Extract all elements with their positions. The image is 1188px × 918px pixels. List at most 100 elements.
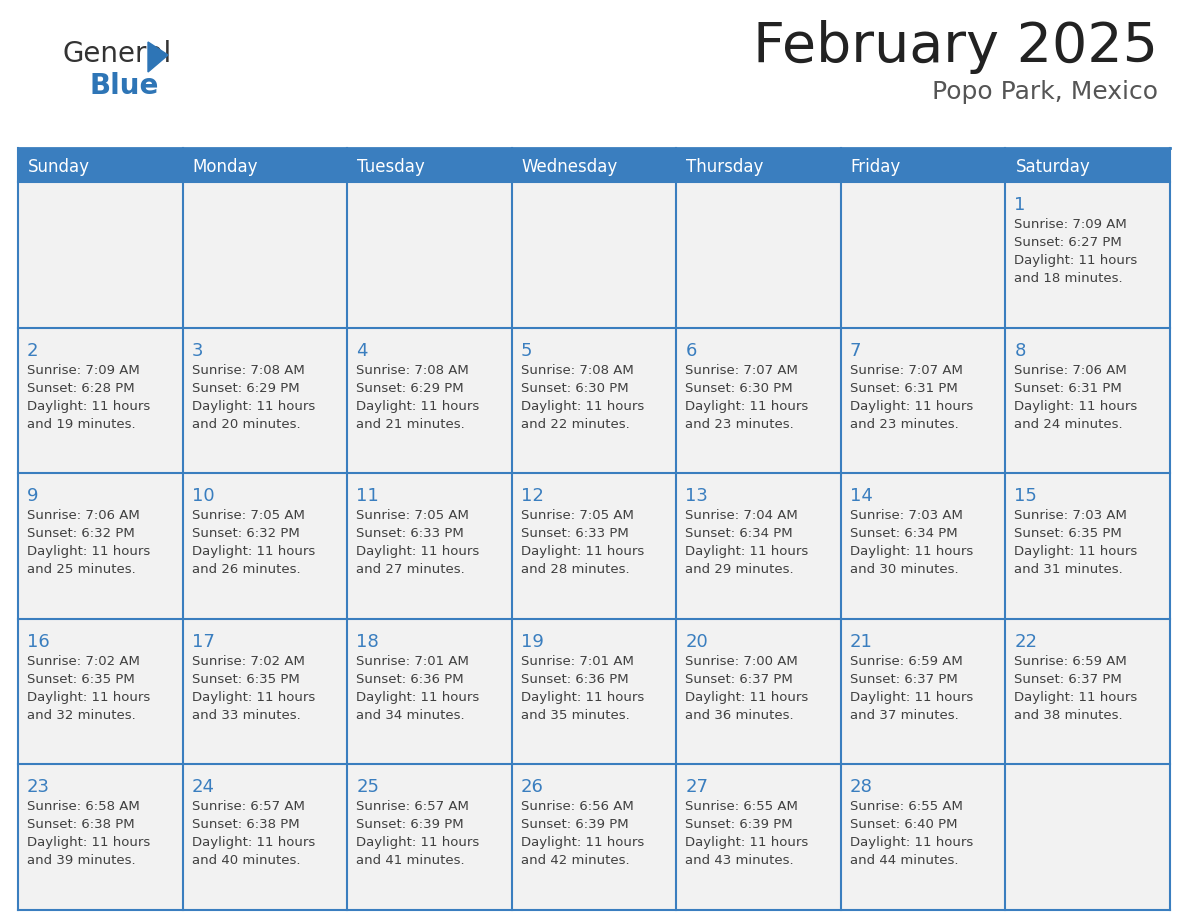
Text: and 18 minutes.: and 18 minutes. bbox=[1015, 272, 1123, 285]
Text: 21: 21 bbox=[849, 633, 873, 651]
Text: Sunset: 6:40 PM: Sunset: 6:40 PM bbox=[849, 819, 958, 832]
Text: Sunset: 6:29 PM: Sunset: 6:29 PM bbox=[356, 382, 463, 395]
Text: Sunset: 6:29 PM: Sunset: 6:29 PM bbox=[191, 382, 299, 395]
Text: Sunrise: 7:07 AM: Sunrise: 7:07 AM bbox=[849, 364, 962, 376]
Text: 23: 23 bbox=[27, 778, 50, 797]
Bar bbox=[841, 473, 1005, 619]
Text: Sunset: 6:33 PM: Sunset: 6:33 PM bbox=[520, 527, 628, 540]
Text: Sunrise: 7:06 AM: Sunrise: 7:06 AM bbox=[1015, 364, 1127, 376]
Text: 2: 2 bbox=[27, 341, 38, 360]
Text: Sunrise: 6:56 AM: Sunrise: 6:56 AM bbox=[520, 800, 633, 813]
Text: Sunrise: 7:01 AM: Sunrise: 7:01 AM bbox=[520, 655, 633, 667]
Text: and 19 minutes.: and 19 minutes. bbox=[27, 418, 135, 431]
Text: Sunrise: 6:59 AM: Sunrise: 6:59 AM bbox=[1015, 655, 1127, 667]
Bar bbox=[18, 473, 183, 619]
Text: February 2025: February 2025 bbox=[753, 20, 1158, 74]
Bar bbox=[512, 765, 676, 910]
Text: Sunset: 6:39 PM: Sunset: 6:39 PM bbox=[356, 819, 463, 832]
Text: Blue: Blue bbox=[90, 72, 159, 100]
Bar bbox=[183, 619, 347, 765]
Bar bbox=[347, 619, 512, 765]
Bar bbox=[841, 182, 1005, 328]
Text: Sunset: 6:38 PM: Sunset: 6:38 PM bbox=[191, 819, 299, 832]
Text: and 42 minutes.: and 42 minutes. bbox=[520, 855, 630, 868]
Text: and 33 minutes.: and 33 minutes. bbox=[191, 709, 301, 722]
Text: Sunrise: 7:02 AM: Sunrise: 7:02 AM bbox=[27, 655, 140, 667]
Bar bbox=[1005, 619, 1170, 765]
Text: Sunday: Sunday bbox=[29, 158, 90, 176]
Text: and 30 minutes.: and 30 minutes. bbox=[849, 564, 959, 577]
Text: Sunset: 6:35 PM: Sunset: 6:35 PM bbox=[1015, 527, 1123, 540]
Text: and 35 minutes.: and 35 minutes. bbox=[520, 709, 630, 722]
Bar bbox=[18, 182, 183, 328]
Text: 13: 13 bbox=[685, 487, 708, 505]
Text: and 25 minutes.: and 25 minutes. bbox=[27, 564, 135, 577]
Text: and 27 minutes.: and 27 minutes. bbox=[356, 564, 465, 577]
Text: and 24 minutes.: and 24 minutes. bbox=[1015, 418, 1123, 431]
Text: Daylight: 11 hours: Daylight: 11 hours bbox=[27, 836, 150, 849]
Text: Sunset: 6:38 PM: Sunset: 6:38 PM bbox=[27, 819, 134, 832]
Text: 25: 25 bbox=[356, 778, 379, 797]
Text: 15: 15 bbox=[1015, 487, 1037, 505]
Text: Sunrise: 6:55 AM: Sunrise: 6:55 AM bbox=[685, 800, 798, 813]
Bar bbox=[183, 765, 347, 910]
Text: and 23 minutes.: and 23 minutes. bbox=[849, 418, 959, 431]
Text: 3: 3 bbox=[191, 341, 203, 360]
Text: and 28 minutes.: and 28 minutes. bbox=[520, 564, 630, 577]
Text: Daylight: 11 hours: Daylight: 11 hours bbox=[356, 691, 480, 704]
Text: Sunrise: 6:57 AM: Sunrise: 6:57 AM bbox=[191, 800, 304, 813]
Text: Sunset: 6:35 PM: Sunset: 6:35 PM bbox=[27, 673, 134, 686]
Text: Sunset: 6:37 PM: Sunset: 6:37 PM bbox=[685, 673, 794, 686]
Bar bbox=[183, 473, 347, 619]
Bar bbox=[512, 182, 676, 328]
Text: 6: 6 bbox=[685, 341, 696, 360]
Text: Sunset: 6:39 PM: Sunset: 6:39 PM bbox=[520, 819, 628, 832]
Text: Sunset: 6:39 PM: Sunset: 6:39 PM bbox=[685, 819, 792, 832]
Text: Sunset: 6:36 PM: Sunset: 6:36 PM bbox=[520, 673, 628, 686]
Text: Wednesday: Wednesday bbox=[522, 158, 618, 176]
Text: and 31 minutes.: and 31 minutes. bbox=[1015, 564, 1123, 577]
Text: Sunrise: 7:08 AM: Sunrise: 7:08 AM bbox=[356, 364, 469, 376]
Text: Sunrise: 7:09 AM: Sunrise: 7:09 AM bbox=[27, 364, 140, 376]
Text: Daylight: 11 hours: Daylight: 11 hours bbox=[1015, 254, 1138, 267]
Text: 19: 19 bbox=[520, 633, 544, 651]
Text: Daylight: 11 hours: Daylight: 11 hours bbox=[849, 691, 973, 704]
Text: Daylight: 11 hours: Daylight: 11 hours bbox=[191, 399, 315, 412]
Text: Sunset: 6:28 PM: Sunset: 6:28 PM bbox=[27, 382, 134, 395]
Text: Sunset: 6:36 PM: Sunset: 6:36 PM bbox=[356, 673, 463, 686]
Bar bbox=[676, 765, 841, 910]
Text: Daylight: 11 hours: Daylight: 11 hours bbox=[1015, 399, 1138, 412]
Text: 18: 18 bbox=[356, 633, 379, 651]
Text: Sunrise: 7:05 AM: Sunrise: 7:05 AM bbox=[520, 509, 633, 522]
Text: Daylight: 11 hours: Daylight: 11 hours bbox=[685, 836, 809, 849]
Text: Thursday: Thursday bbox=[687, 158, 764, 176]
Text: 8: 8 bbox=[1015, 341, 1025, 360]
Text: 16: 16 bbox=[27, 633, 50, 651]
Text: Sunset: 6:34 PM: Sunset: 6:34 PM bbox=[685, 527, 792, 540]
Bar bbox=[841, 328, 1005, 473]
Text: and 23 minutes.: and 23 minutes. bbox=[685, 418, 794, 431]
Text: Sunrise: 7:06 AM: Sunrise: 7:06 AM bbox=[27, 509, 140, 522]
Text: and 43 minutes.: and 43 minutes. bbox=[685, 855, 794, 868]
Text: Daylight: 11 hours: Daylight: 11 hours bbox=[520, 399, 644, 412]
Bar bbox=[676, 473, 841, 619]
Text: Sunset: 6:30 PM: Sunset: 6:30 PM bbox=[520, 382, 628, 395]
Text: Sunrise: 7:01 AM: Sunrise: 7:01 AM bbox=[356, 655, 469, 667]
Text: 24: 24 bbox=[191, 778, 215, 797]
Text: Saturday: Saturday bbox=[1016, 158, 1091, 176]
Text: and 38 minutes.: and 38 minutes. bbox=[1015, 709, 1123, 722]
Bar bbox=[512, 619, 676, 765]
Text: and 29 minutes.: and 29 minutes. bbox=[685, 564, 794, 577]
Text: Sunrise: 7:09 AM: Sunrise: 7:09 AM bbox=[1015, 218, 1127, 231]
Text: Daylight: 11 hours: Daylight: 11 hours bbox=[191, 836, 315, 849]
Bar bbox=[347, 182, 512, 328]
Text: Monday: Monday bbox=[192, 158, 258, 176]
Text: Sunrise: 7:07 AM: Sunrise: 7:07 AM bbox=[685, 364, 798, 376]
Text: 11: 11 bbox=[356, 487, 379, 505]
Text: Daylight: 11 hours: Daylight: 11 hours bbox=[520, 691, 644, 704]
Text: Daylight: 11 hours: Daylight: 11 hours bbox=[27, 691, 150, 704]
Text: Sunset: 6:30 PM: Sunset: 6:30 PM bbox=[685, 382, 792, 395]
Text: Sunrise: 6:58 AM: Sunrise: 6:58 AM bbox=[27, 800, 140, 813]
Text: Sunrise: 7:00 AM: Sunrise: 7:00 AM bbox=[685, 655, 798, 667]
Bar bbox=[676, 619, 841, 765]
